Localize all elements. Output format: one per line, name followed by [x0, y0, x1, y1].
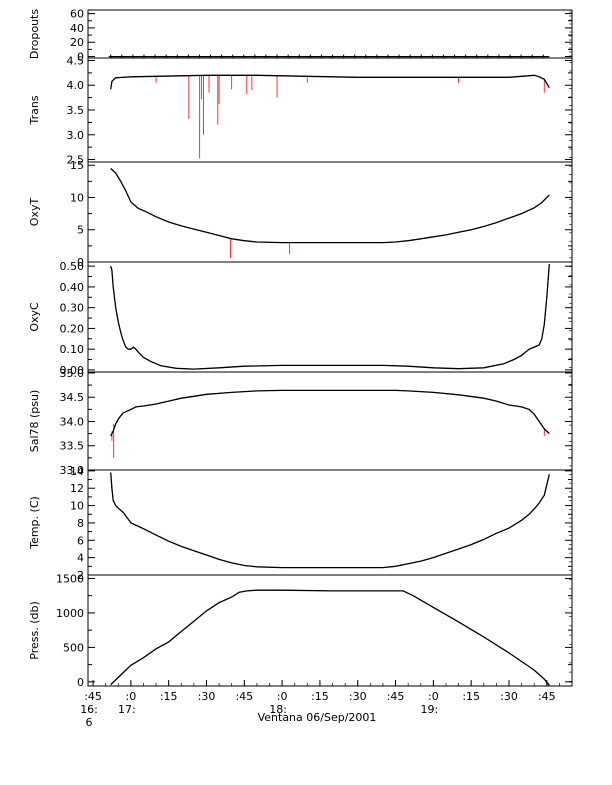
- panel-press: 0 500 1000 1500 Press. (db): [28, 572, 573, 689]
- series-line: [110, 264, 550, 370]
- panel-frame: [87, 9, 573, 59]
- y-tick-label: 20: [70, 36, 84, 49]
- chart-panels: 0204060Dropouts2.53.03.54.04.5Trans05101…: [28, 8, 573, 689]
- panel-trans: 2.5 3.0 3.5 4.0 4.5 Trans: [28, 54, 573, 167]
- y-tick-label: 33.5: [60, 440, 85, 453]
- x-tick-label: :15: [160, 690, 178, 703]
- x-tick-label: :30: [198, 690, 216, 703]
- series-raw-line: [110, 589, 550, 686]
- panel-temp: 2 4 6 8 10 12 14 Temp. (C): [28, 465, 573, 582]
- panel-frame: [87, 574, 573, 687]
- y-tick-label: 10: [70, 500, 84, 513]
- y-tick-label: 0.50: [60, 260, 85, 273]
- y-tick-label: 0: [77, 51, 84, 64]
- y-axis-label: OxyT: [28, 198, 41, 227]
- y-tick-label: 2: [77, 569, 84, 582]
- y-tick-label: 8: [77, 517, 84, 530]
- y-tick-label: 500: [63, 641, 84, 654]
- y-axis-label: OxyC: [28, 302, 41, 332]
- y-axis-label: Sal78 (psu): [28, 390, 41, 453]
- x-tick-label: :0: [428, 690, 439, 703]
- x-tick-label: :15: [311, 690, 329, 703]
- y-tick-label: 0: [77, 256, 84, 269]
- x-axis: :4516:6:017::15:30:45:018::15:30:45:019:…: [80, 680, 560, 729]
- y-tick-label: 0: [77, 676, 84, 689]
- y-axis-label: Press. (db): [28, 601, 41, 660]
- y-tick-label: 10: [70, 191, 84, 204]
- y-tick-label: 4: [77, 552, 84, 565]
- panel-oxyt: 0 5 10 15 OxyT: [28, 159, 573, 269]
- panel-frame: [87, 57, 573, 163]
- x-tick-label: :45: [387, 690, 405, 703]
- y-tick-label: 4.0: [67, 79, 85, 92]
- series-raw-line: [110, 472, 550, 568]
- y-tick-label: 1500: [56, 572, 84, 585]
- y-tick-label: 0.20: [60, 322, 85, 335]
- y-tick-label: 6: [77, 534, 84, 547]
- x-tick-hour-label: 16:: [80, 703, 98, 716]
- x-tick-label: :0: [125, 690, 136, 703]
- x-tick-label: :45: [84, 690, 102, 703]
- y-tick-label: 3.0: [67, 129, 85, 142]
- x-tick-label: :30: [349, 690, 367, 703]
- x-axis-label: Ventana 06/Sep/2001: [258, 711, 377, 724]
- panel-frame: [87, 261, 573, 373]
- y-tick-label: 2.5: [67, 154, 85, 167]
- series-line: [110, 472, 550, 569]
- y-axis-label: Trans: [28, 95, 41, 125]
- panel-frame: [87, 161, 573, 263]
- y-tick-label: 34.5: [60, 391, 85, 404]
- panel-frame: [87, 371, 573, 471]
- y-tick-label: 5: [77, 224, 84, 237]
- y-tick-label: 0.10: [60, 343, 85, 356]
- series-line: [110, 74, 550, 90]
- x-tick-label: :45: [538, 690, 556, 703]
- x-tick-label: :0: [277, 690, 288, 703]
- x-tick-hour-label: 17:: [118, 703, 136, 716]
- x-tick-hour-label: 19:: [421, 703, 439, 716]
- x-tick-label: :30: [500, 690, 518, 703]
- x-tick-hour-label: 18:: [269, 703, 287, 716]
- series-line: [110, 389, 550, 437]
- y-tick-label: 12: [70, 482, 84, 495]
- series-raw-line: [110, 389, 550, 437]
- y-tick-label: 33.0: [60, 464, 85, 477]
- y-tick-label: 14: [70, 465, 84, 478]
- panel-frame: [87, 469, 573, 576]
- x-tick-label: :15: [462, 690, 480, 703]
- x-tick-day-label: 6: [86, 716, 93, 729]
- series-line: [110, 168, 550, 244]
- y-tick-label: 3.5: [67, 104, 85, 117]
- y-tick-label: 60: [70, 8, 84, 21]
- series-raw-line: [110, 264, 550, 370]
- panel-sal78: 33.0 33.5 34.0 34.5 35.0 Sal78 (psu): [28, 367, 573, 477]
- y-tick-label: 34.0: [60, 415, 85, 428]
- y-axis-label: Temp. (C): [28, 496, 41, 550]
- y-tick-label: 1000: [56, 607, 84, 620]
- y-tick-label: 0.00: [60, 364, 85, 377]
- panel-oxyc: 0.00 0.10 0.20 0.30 0.40 0.50 OxyC: [28, 260, 573, 377]
- y-tick-label: 4.5: [67, 54, 85, 67]
- y-tick-label: 0.40: [60, 281, 85, 294]
- series-line: [110, 589, 550, 686]
- series-raw-line: [110, 168, 550, 244]
- y-axis-label: Dropouts: [28, 9, 41, 59]
- y-tick-label: 15: [70, 159, 84, 172]
- y-tick-label: 35.0: [60, 367, 85, 380]
- y-tick-label: 0.30: [60, 302, 85, 315]
- x-tick-label: :45: [235, 690, 253, 703]
- y-tick-label: 40: [70, 22, 84, 35]
